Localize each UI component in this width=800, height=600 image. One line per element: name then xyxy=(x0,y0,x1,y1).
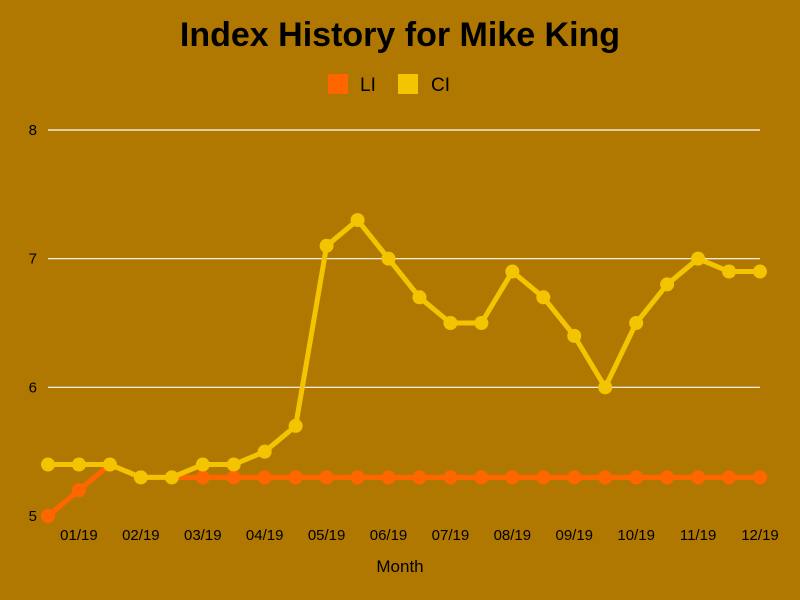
data-point-ci xyxy=(660,277,675,292)
series-line-li xyxy=(45,462,763,519)
data-point-ci xyxy=(41,457,55,472)
data-point-ci xyxy=(629,316,644,330)
data-point-ci xyxy=(133,470,148,485)
y-axis-ticks: 5 6 7 8 xyxy=(29,122,37,525)
data-point-ci xyxy=(722,264,737,279)
x-tick-label: 08/19 xyxy=(494,527,532,544)
legend-swatch-li xyxy=(328,74,348,94)
x-axis-ticks: 01/19 02/19 03/19 04/19 05/19 06/19 07/19 08/19… xyxy=(60,527,779,544)
data-point-ci xyxy=(753,264,767,279)
y-tick-label: 7 xyxy=(29,251,37,268)
data-point-li xyxy=(195,470,210,485)
legend-swatch-ci xyxy=(398,74,418,94)
data-point-li xyxy=(350,470,365,485)
data-point-ci xyxy=(226,457,241,472)
x-tick-label: 12/19 xyxy=(741,527,779,544)
data-point-ci xyxy=(474,316,489,330)
x-tick-label: 10/19 xyxy=(617,527,655,544)
data-point-ci xyxy=(319,238,334,253)
data-point-li xyxy=(536,470,551,485)
data-point-ci xyxy=(350,213,365,228)
x-tick-label: 03/19 xyxy=(184,527,222,544)
data-point-li xyxy=(722,470,737,485)
data-point-ci xyxy=(381,251,396,266)
x-tick-label: 06/19 xyxy=(370,527,408,544)
data-point-li xyxy=(474,470,489,485)
data-point-li xyxy=(567,470,582,485)
x-tick-label: 02/19 xyxy=(122,527,160,544)
y-tick-label: 5 xyxy=(29,508,37,525)
data-point-ci xyxy=(443,316,458,330)
series-li xyxy=(41,457,767,523)
x-tick-label: 05/19 xyxy=(308,527,346,544)
data-point-li xyxy=(257,470,272,485)
y-tick-label: 8 xyxy=(29,122,37,139)
x-tick-label: 11/19 xyxy=(680,527,716,544)
data-point-ci xyxy=(598,380,613,395)
data-point-ci xyxy=(505,264,520,279)
data-point-ci xyxy=(691,251,706,266)
series-layer xyxy=(41,213,767,523)
data-point-ci xyxy=(536,290,551,305)
x-axis-title: Month xyxy=(376,557,423,576)
data-point-li xyxy=(505,470,520,485)
legend: LI CI xyxy=(328,74,450,96)
data-point-ci xyxy=(102,457,117,472)
data-point-li xyxy=(226,470,241,485)
x-tick-label: 01/19 xyxy=(60,527,98,544)
data-point-ci xyxy=(567,328,582,343)
series-ci xyxy=(41,213,767,485)
data-point-li xyxy=(629,470,644,485)
data-point-li xyxy=(71,483,86,498)
x-tick-label: 07/19 xyxy=(432,527,470,544)
chart-title: Index History for Mike King xyxy=(180,16,620,54)
y-tick-label: 6 xyxy=(29,379,37,396)
data-point-ci xyxy=(71,457,86,472)
legend-label-ci: CI xyxy=(431,75,450,96)
gridlines xyxy=(48,129,760,388)
x-tick-label: 09/19 xyxy=(555,527,593,544)
data-point-ci xyxy=(288,418,303,433)
data-point-li xyxy=(753,470,767,485)
data-point-li xyxy=(381,470,396,485)
data-point-ci xyxy=(412,290,427,305)
data-point-li xyxy=(660,470,675,485)
data-point-li xyxy=(319,470,334,485)
x-tick-label: 04/19 xyxy=(246,527,284,544)
data-point-li xyxy=(41,509,55,523)
data-point-li xyxy=(598,470,613,485)
data-point-li xyxy=(443,470,458,485)
data-point-li xyxy=(691,470,706,485)
data-point-li xyxy=(288,470,303,485)
data-point-ci xyxy=(164,470,179,485)
data-point-li xyxy=(412,470,427,485)
data-point-ci xyxy=(257,444,272,459)
legend-label-li: LI xyxy=(360,75,376,96)
data-point-ci xyxy=(195,457,210,472)
